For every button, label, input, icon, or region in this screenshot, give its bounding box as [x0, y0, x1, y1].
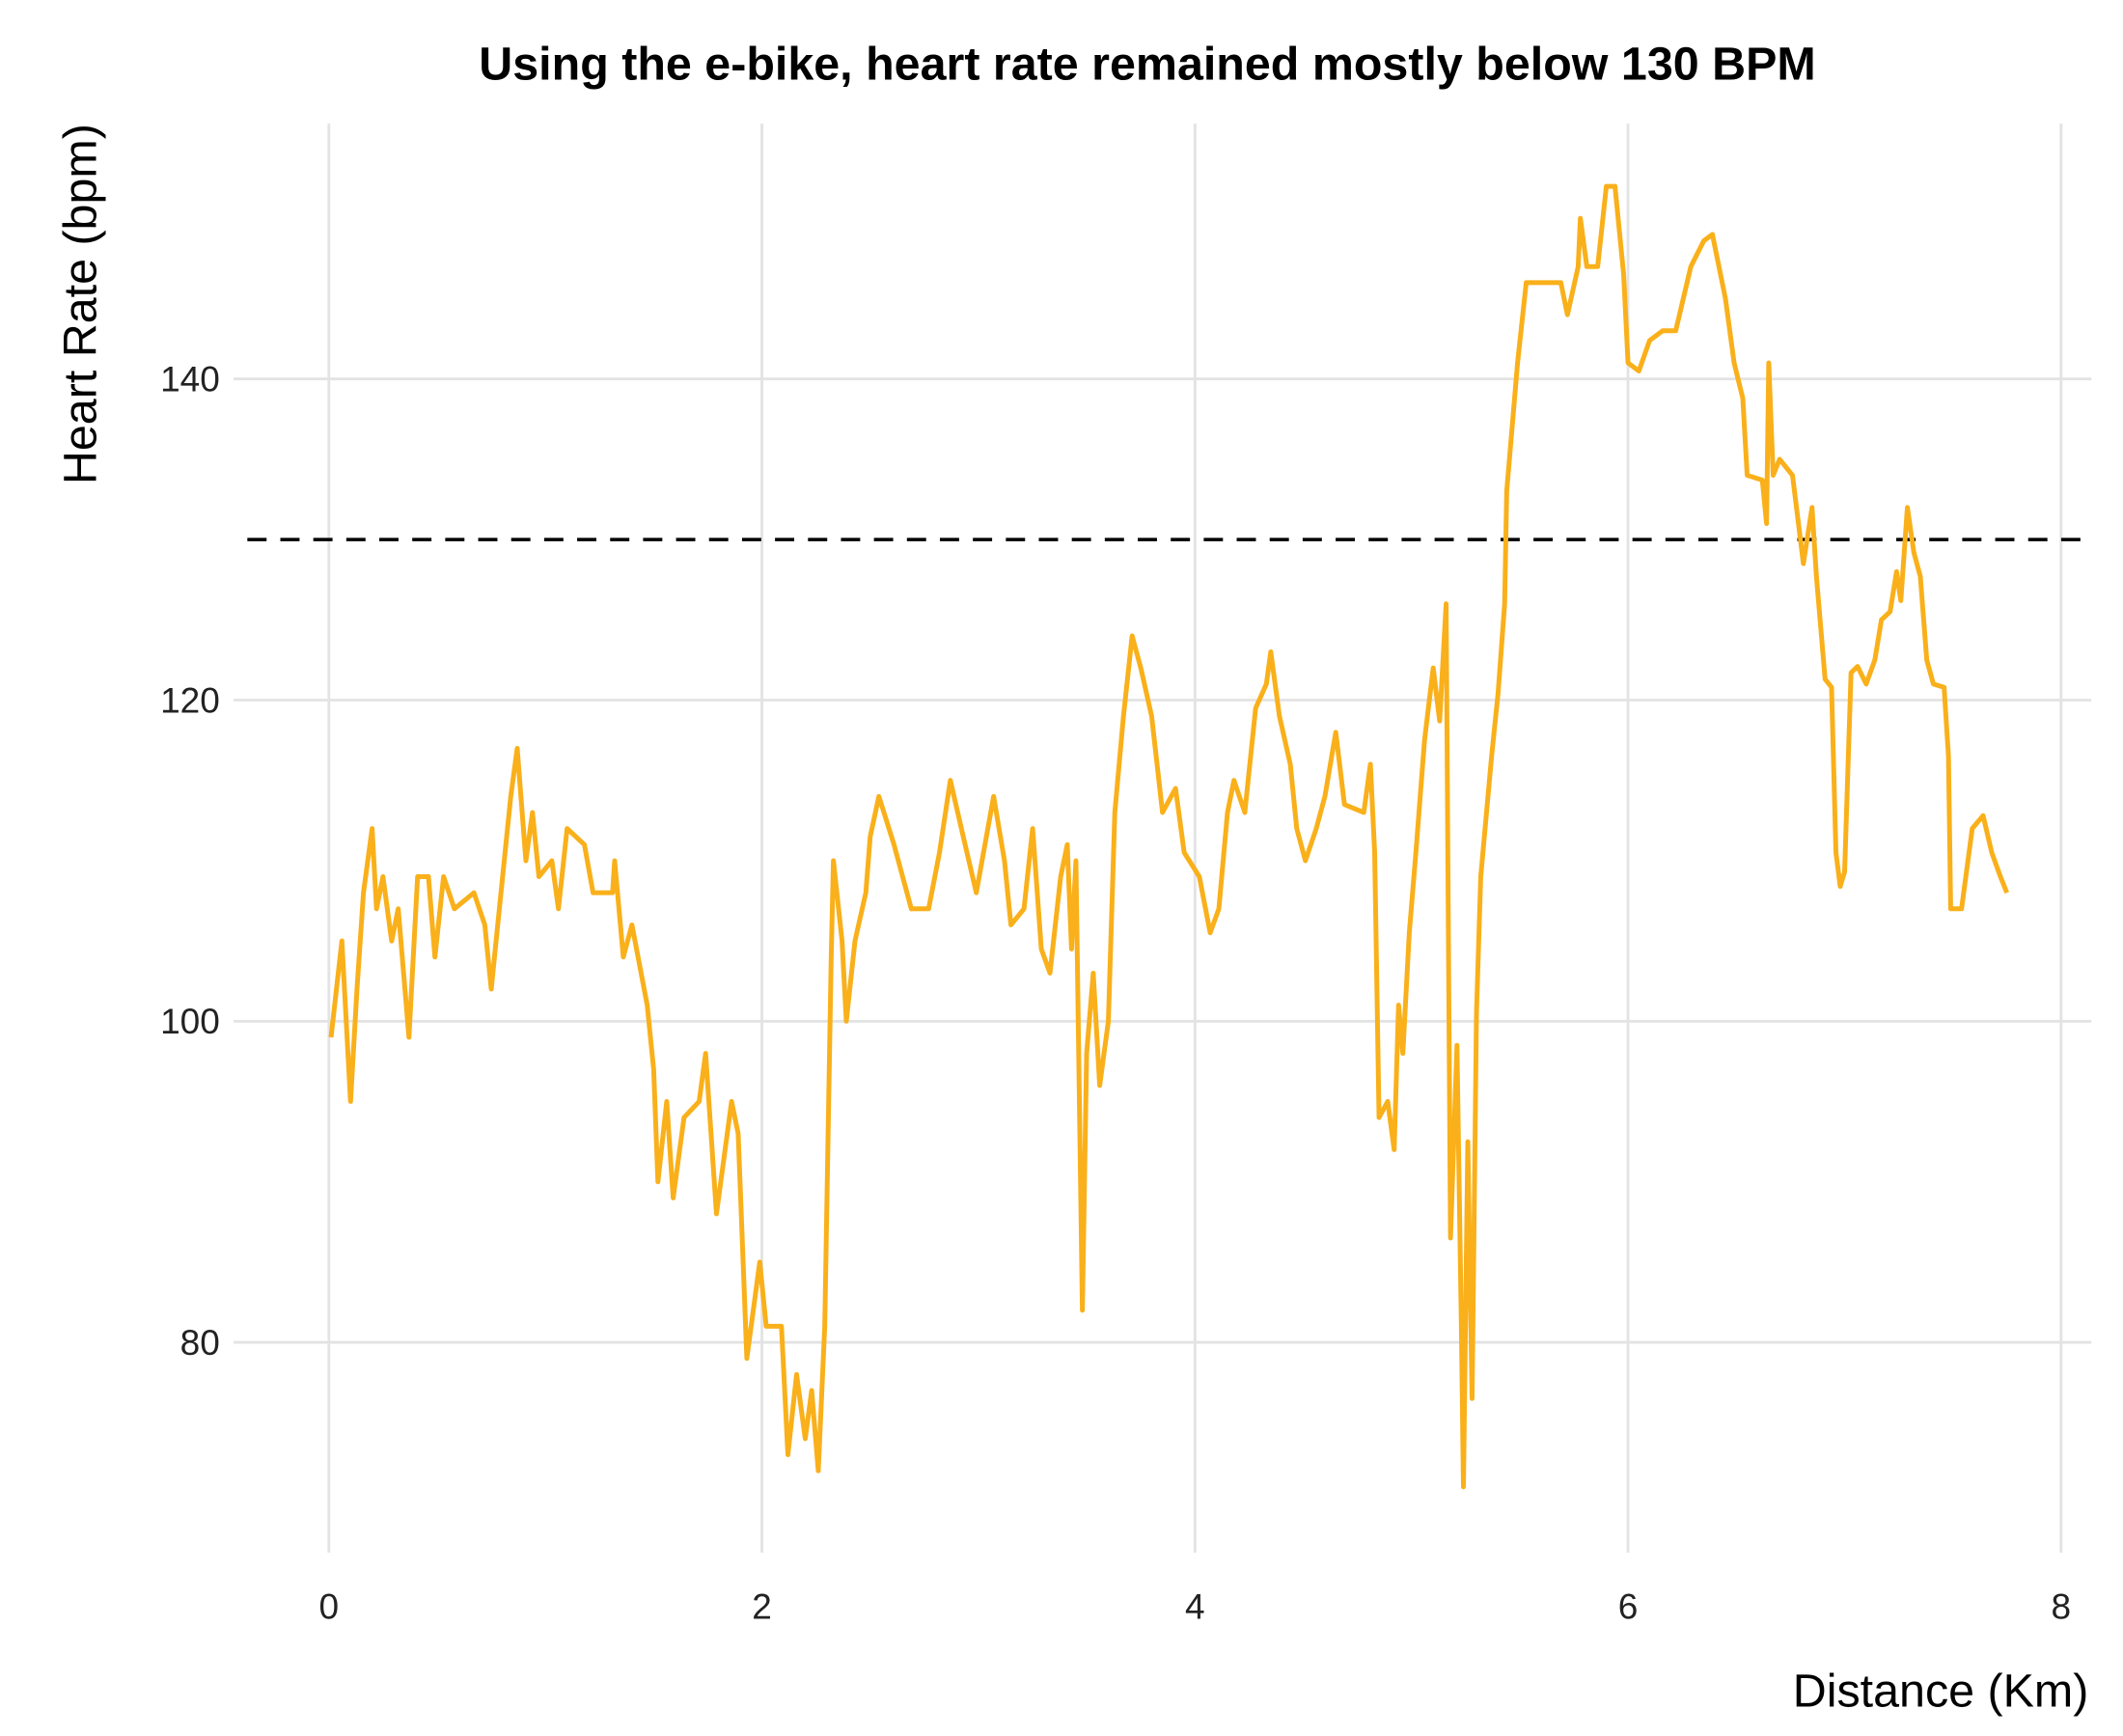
x-tick-label: 0: [319, 1585, 340, 1626]
y-axis-label: Heart Rate (bpm): [55, 124, 107, 484]
x-tick-label: 4: [1185, 1585, 1205, 1626]
x-tick-label: 6: [1618, 1585, 1639, 1626]
y-tick-label: 80: [180, 1322, 220, 1363]
y-tick-label: 100: [160, 1001, 220, 1041]
y-tick-label: 140: [160, 359, 220, 400]
chart-title: Using the e-bike, heart rate remained mo…: [479, 39, 1815, 91]
heart-rate-line: [328, 183, 2009, 1490]
x-tick-label: 8: [2052, 1585, 2072, 1626]
x-tick-label: 2: [752, 1585, 772, 1626]
y-tick-label: 120: [160, 679, 220, 720]
x-axis-label: Distance (Km): [1793, 1666, 2089, 1718]
